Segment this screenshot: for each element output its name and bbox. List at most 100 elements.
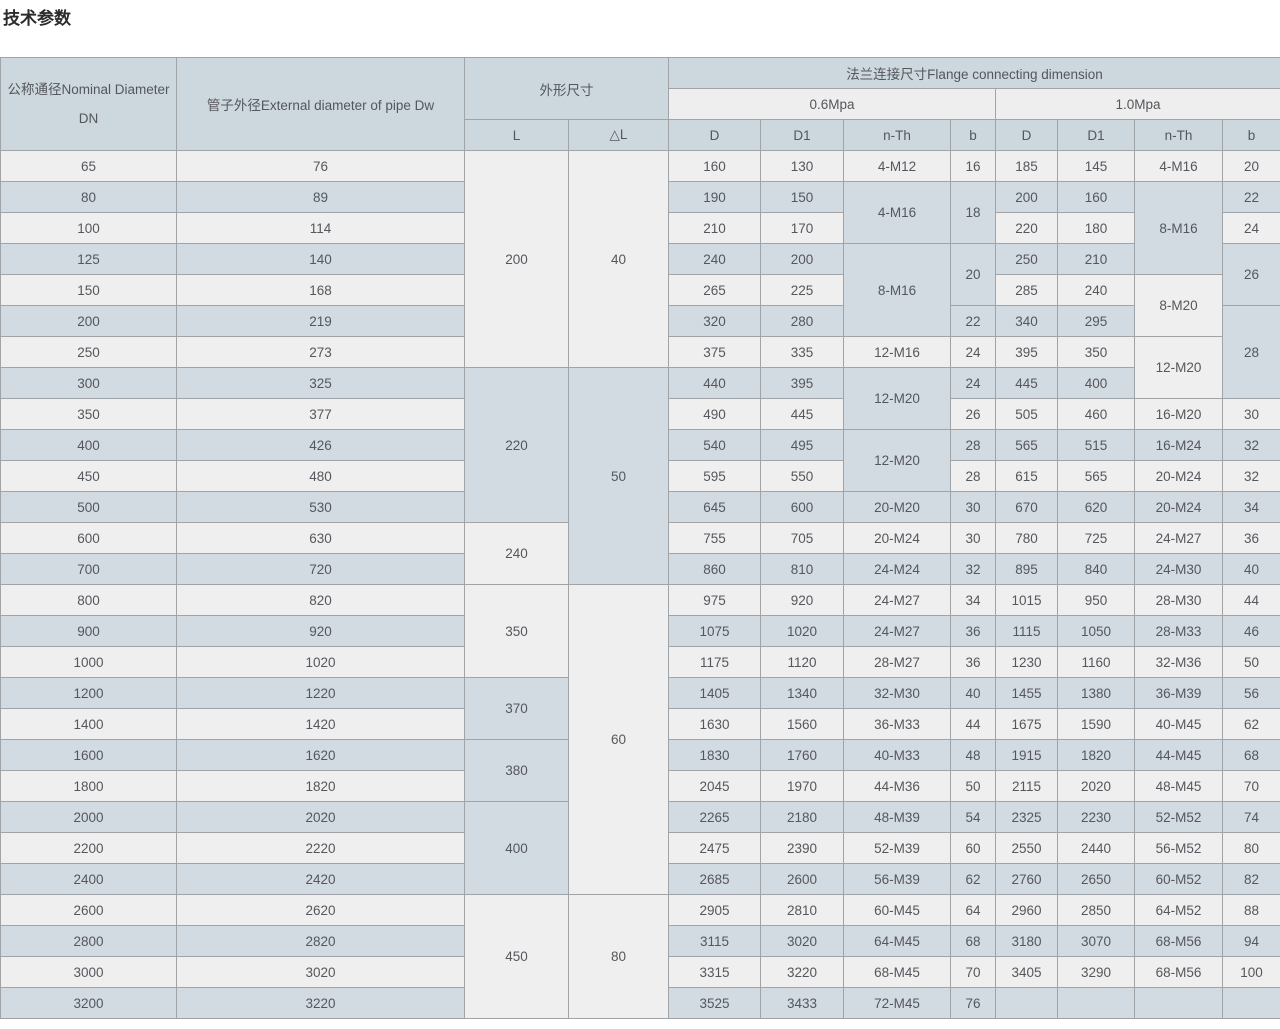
table-row: 100 114 210 170 220 180 24	[0, 212, 1280, 244]
table-cell: 8-M16	[843, 243, 951, 337]
table-cell: 1675	[995, 708, 1058, 740]
table-cell: 490	[668, 398, 761, 430]
table-cell: 160	[1057, 181, 1135, 213]
table-cell: 150	[760, 181, 844, 213]
table-cell: 400	[464, 801, 569, 895]
table-cell: 32-M36	[1134, 646, 1223, 678]
table-cell: 34	[1222, 491, 1280, 523]
table-cell: 210	[668, 212, 761, 244]
header-delta-l: △L	[568, 119, 669, 151]
table-cell: 130	[760, 150, 844, 182]
table-cell: 2960	[995, 894, 1058, 926]
table-cell: 8-M20	[1134, 274, 1223, 337]
table-cell: 64-M45	[843, 925, 951, 957]
table-row: 3200 3220 3525 3433 72-M45 76	[0, 987, 1280, 1019]
table-cell: 395	[760, 367, 844, 399]
table-cell: 645	[668, 491, 761, 523]
table-cell: 160	[668, 150, 761, 182]
table-cell: 705	[760, 522, 844, 554]
table-cell: 820	[176, 584, 465, 616]
table-cell: 44-M36	[843, 770, 951, 802]
table-cell: 1020	[176, 646, 465, 678]
table-cell: 3405	[995, 956, 1058, 988]
table-cell: 1120	[760, 646, 844, 678]
table-cell: 2265	[668, 801, 761, 833]
table-cell: 24-M30	[1134, 553, 1223, 585]
table-cell: 920	[760, 584, 844, 616]
table-cell: 185	[995, 150, 1058, 182]
table-cell: 1400	[0, 708, 177, 740]
table-cell: 64-M52	[1134, 894, 1223, 926]
table-cell: 377	[176, 398, 465, 430]
header-b-10: b	[1222, 119, 1280, 151]
header-overall-dimensions: 外形尺寸	[464, 57, 669, 120]
header-external-diameter: 管子外径External diameter of pipe Dw	[176, 57, 465, 151]
table-cell: 2440	[1057, 832, 1135, 864]
table-cell: 2600	[0, 894, 177, 926]
table-cell: 600	[0, 522, 177, 554]
table-cell: 150	[0, 274, 177, 306]
table-cell: 22	[950, 305, 996, 337]
table-cell: 460	[1057, 398, 1135, 430]
table-cell: 80	[568, 894, 669, 1019]
table-row: 1600 1620 380 1830 1760 40-M33 48 1915 1820 44-M4…	[0, 739, 1280, 802]
table-cell: 12-M20	[843, 429, 951, 492]
table-cell: 70	[950, 956, 996, 988]
table-cell: 28-M27	[843, 646, 951, 678]
table-cell: 400	[1057, 367, 1135, 399]
table-cell: 2020	[176, 801, 465, 833]
table-cell: 28-M33	[1134, 615, 1223, 647]
table-cell: 530	[176, 491, 465, 523]
table-cell: 48-M39	[843, 801, 951, 833]
table-cell: 3180	[995, 925, 1058, 957]
table-cell: 3200	[0, 987, 177, 1019]
table-cell: 273	[176, 336, 465, 368]
table-cell: 300	[0, 367, 177, 399]
table-cell: 18	[950, 181, 996, 244]
table-cell: 52-M52	[1134, 801, 1223, 833]
table-cell: 28	[950, 429, 996, 461]
table-cell: 950	[1057, 584, 1135, 616]
table-cell: 335	[760, 336, 844, 368]
table-cell: 140	[176, 243, 465, 275]
table-cell: 1340	[760, 677, 844, 709]
table-cell: 720	[176, 553, 465, 585]
table-cell: 2800	[0, 925, 177, 957]
table-cell	[1134, 987, 1223, 1019]
table-cell: 250	[995, 243, 1058, 275]
table-cell: 94	[1222, 925, 1280, 957]
table-cell: 2600	[760, 863, 844, 895]
table-cell: 1050	[1057, 615, 1135, 647]
table-cell: 285	[995, 274, 1058, 306]
table-cell: 48-M45	[1134, 770, 1223, 802]
table-cell: 250	[0, 336, 177, 368]
table-cell: 840	[1057, 553, 1135, 585]
table-cell: 60	[950, 832, 996, 864]
table-cell: 76	[950, 987, 996, 1019]
table-cell: 1820	[1057, 739, 1135, 771]
table-cell: 190	[668, 181, 761, 213]
table-cell: 1220	[176, 677, 465, 709]
page-title: 技术参数	[3, 9, 71, 28]
table-cell: 1020	[760, 615, 844, 647]
table-cell: 65	[0, 150, 177, 182]
table-cell: 800	[0, 584, 177, 616]
table-cell: 60	[568, 584, 669, 895]
table-cell: 895	[995, 553, 1058, 585]
table-cell: 1075	[668, 615, 761, 647]
table-cell: 34	[950, 584, 996, 616]
table-cell: 4-M16	[843, 181, 951, 244]
table-cell: 48	[950, 739, 996, 771]
table-cell: 50	[950, 770, 996, 802]
table-cell: 2650	[1057, 863, 1135, 895]
table-cell: 170	[760, 212, 844, 244]
header-row-1: 公称通径Nominal Diameter DN 管子外径External dia…	[0, 57, 1280, 151]
table-cell	[995, 987, 1058, 1019]
table-cell: 82	[1222, 863, 1280, 895]
table-cell: 26	[950, 398, 996, 430]
table-cell: 24	[950, 336, 996, 368]
table-row: 2200 2220 2475 2390 52-M39 60 2550 2440 56-M52 80	[0, 832, 1280, 864]
table-cell: 16-M24	[1134, 429, 1223, 461]
table-cell: 2620	[176, 894, 465, 926]
table-cell: 68-M56	[1134, 925, 1223, 957]
